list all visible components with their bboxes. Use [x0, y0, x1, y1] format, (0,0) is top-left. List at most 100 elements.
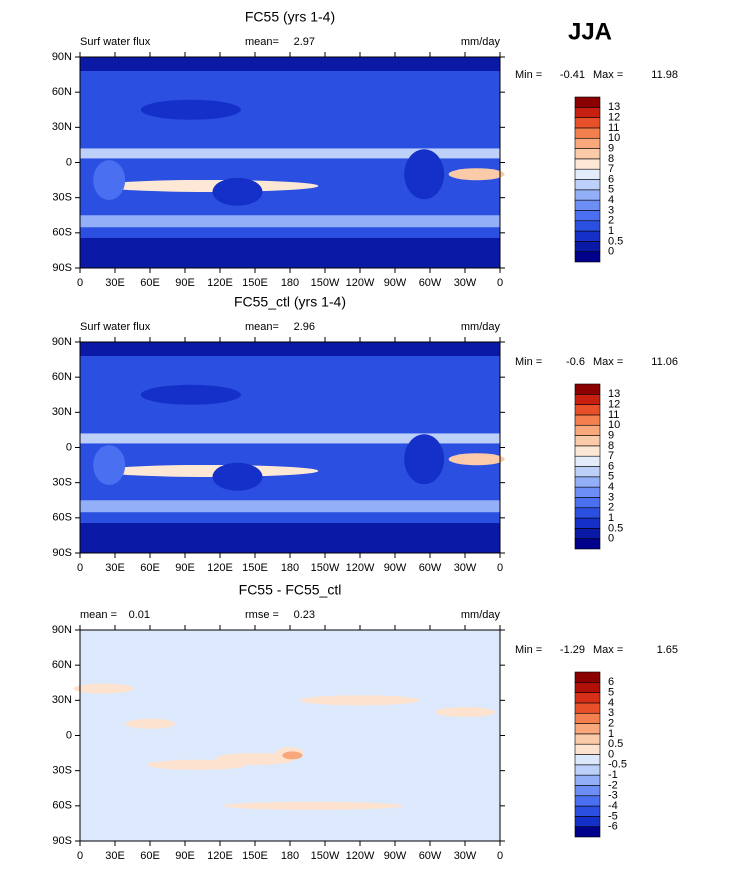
- colorbar-box: [574, 497, 601, 509]
- colorbar-box: [574, 754, 601, 766]
- y-tick-label: 90S: [52, 547, 72, 559]
- x-tick-label: 30E: [105, 562, 125, 574]
- units: mm/day: [461, 321, 501, 333]
- colorbar-box: [574, 712, 601, 724]
- map-field: [80, 342, 505, 553]
- colorbar-label: 4: [608, 481, 614, 493]
- colorbar-box: [574, 764, 601, 776]
- colorbar-box: [574, 774, 601, 786]
- colorbar-box: [574, 127, 601, 139]
- colorbar-label: 3: [608, 204, 614, 216]
- patch: [435, 707, 495, 718]
- colorbar-label: 8: [608, 440, 614, 452]
- colorbar-label: 1: [608, 728, 614, 740]
- colorbar-box: [574, 723, 601, 735]
- y-tick-label: 30S: [52, 765, 72, 777]
- x-tick-label: 60W: [419, 277, 442, 289]
- x-tick-label: 120E: [207, 562, 233, 574]
- x-tick-label: 180: [281, 277, 299, 289]
- colorbar-label: 12: [608, 112, 620, 124]
- colorbar-label: 0: [608, 246, 614, 258]
- colorbar-box: [574, 826, 601, 838]
- stat-value: 0.23: [294, 609, 315, 621]
- patch: [93, 160, 126, 201]
- colorbar-box: [574, 476, 601, 488]
- y-tick-label: 0: [66, 441, 72, 453]
- colorbar-box: [574, 383, 601, 395]
- patch: [98, 179, 319, 192]
- y-tick-label: 30N: [52, 121, 72, 133]
- patch: [212, 462, 263, 491]
- colorbar-label: 0: [608, 748, 614, 760]
- y-tick-label: 60S: [52, 800, 72, 812]
- colorbar-box: [574, 424, 601, 436]
- stat-name: mean=: [245, 36, 279, 48]
- x-tick-label: 150W: [311, 277, 340, 289]
- patch: [300, 695, 420, 706]
- panel-subtitle: Surf water flux: [80, 321, 151, 333]
- y-tick-label: 60S: [52, 512, 72, 524]
- colorbar-box: [574, 404, 601, 416]
- colorbar-label: 5: [608, 184, 614, 196]
- colorbar-box: [574, 507, 601, 519]
- colorbar-label: 2: [608, 717, 614, 729]
- colorbar-box: [574, 168, 601, 180]
- min-value: -0.41: [560, 69, 585, 81]
- x-tick-label: 60W: [419, 850, 442, 862]
- map-field: [73, 630, 500, 841]
- colorbar-label: 11: [608, 122, 619, 134]
- colorbar-box: [574, 137, 601, 149]
- x-tick-label: 0: [77, 850, 83, 862]
- colorbar-label: 4: [608, 194, 614, 206]
- x-tick-label: 180: [281, 562, 299, 574]
- x-tick-label: 0: [497, 562, 503, 574]
- y-tick-label: 90N: [52, 336, 72, 348]
- x-tick-label: 30E: [105, 850, 125, 862]
- colorbar-box: [574, 816, 601, 827]
- stat-value: 2.96: [294, 321, 315, 333]
- colorbar-box: [574, 528, 601, 539]
- colorbar-label: 1: [608, 225, 614, 237]
- colorbar-label: 11: [608, 409, 619, 421]
- colorbar-box: [574, 785, 601, 797]
- min-label: Min =: [515, 69, 542, 81]
- storm-band: [80, 500, 500, 513]
- x-tick-label: 120W: [346, 277, 375, 289]
- x-tick-label: 60E: [140, 562, 160, 574]
- patch: [448, 453, 505, 466]
- y-tick-label: 30N: [52, 694, 72, 706]
- colorbar-box: [574, 189, 601, 201]
- colorbar-box: [574, 733, 601, 745]
- colorbar-box: [574, 538, 601, 550]
- panel-title: FC55_ctl (yrs 1-4): [234, 294, 346, 310]
- itcz-band: [80, 433, 500, 444]
- colorbar-label: 8: [608, 153, 614, 165]
- x-tick-label: 180: [281, 850, 299, 862]
- colorbar-label: 1: [608, 512, 614, 524]
- colorbar-label: -6: [608, 821, 618, 833]
- x-tick-label: 30E: [105, 277, 125, 289]
- x-tick-label: 90W: [384, 562, 407, 574]
- colorbar-box: [574, 445, 601, 457]
- colorbar-label: 13: [608, 388, 620, 400]
- patch: [404, 149, 445, 200]
- patch: [404, 434, 445, 485]
- colorbar-label: 6: [608, 460, 614, 472]
- x-tick-label: 0: [497, 277, 503, 289]
- x-tick-label: 90W: [384, 850, 407, 862]
- x-tick-label: 30W: [454, 277, 477, 289]
- x-tick-label: 0: [497, 850, 503, 862]
- colorbar-label: 5: [608, 471, 614, 483]
- x-tick-label: 30W: [454, 562, 477, 574]
- stat-name: mean=: [245, 321, 279, 333]
- colorbar-box: [574, 517, 601, 529]
- colorbar-box: [574, 96, 601, 108]
- x-tick-label: 150W: [311, 562, 340, 574]
- colorbar-box: [574, 251, 601, 263]
- colorbar-box: [574, 230, 601, 242]
- colorbar-label: 3: [608, 707, 614, 719]
- colorbar-label: 0.5: [608, 738, 623, 750]
- max-value: 1.65: [657, 644, 678, 656]
- y-tick-label: 90S: [52, 835, 72, 847]
- y-tick-label: 0: [66, 156, 72, 168]
